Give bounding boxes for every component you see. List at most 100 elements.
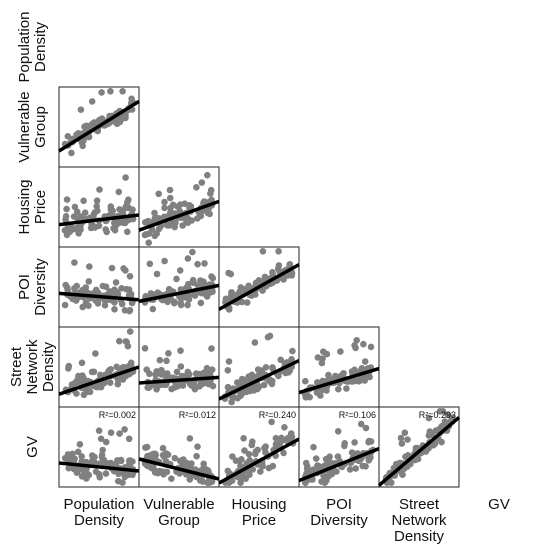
data-point [365,457,373,464]
data-point [184,255,192,262]
data-point [155,225,163,233]
data-point [257,468,264,475]
row-label-line: POI [16,274,33,300]
data-point [312,455,320,462]
data-point [144,462,152,470]
data-point [167,204,174,212]
data-point [367,438,375,445]
data-point [196,477,204,484]
data-point [169,220,176,227]
data-point [225,269,232,277]
data-point [348,449,356,456]
data-point [77,226,84,233]
data-point [287,430,295,437]
row-label-line: Population [16,12,33,83]
regression-line [58,365,140,396]
data-point [102,438,110,446]
data-point [62,213,70,220]
data-point [206,210,213,218]
row-label-house: HousingPrice [16,179,49,234]
data-point [404,436,411,443]
panel-frame [378,406,460,488]
r2-label: R²=0.012 [179,410,216,420]
regression-line [298,446,380,483]
column-label-line: Diversity [310,512,368,529]
r2-label: R²=0.240 [259,410,296,420]
data-point [98,89,105,96]
column-label-gv: GV [488,496,510,513]
data-point [96,474,103,481]
data-point [361,358,369,365]
data-point [191,385,199,393]
row-label-vuln: VulnerableGroup [16,91,49,162]
data-point [95,222,103,230]
data-point [346,466,354,473]
data-point [171,454,179,462]
data-point [259,463,266,470]
data-point [165,350,172,357]
column-label-popden: Population Density [64,496,135,529]
data-point [204,479,211,487]
data-point [289,347,296,355]
data-point [207,190,214,197]
data-point [351,366,358,374]
data-point [343,385,350,392]
data-point [254,366,262,373]
data-point [272,443,280,450]
data-point [97,435,105,443]
data-point [95,427,103,435]
data-point [204,171,211,179]
data-point [88,98,96,105]
column-label-vuln: Vulnerable Group [143,496,214,529]
data-point [176,267,184,274]
data-point [69,450,76,458]
data-point [269,462,277,470]
data-point [68,149,75,157]
data-point [194,215,201,222]
data-point [142,444,149,451]
data-point [209,382,217,390]
regression-line [138,457,220,481]
data-point [95,289,102,297]
data-point [160,213,168,221]
data-point [155,190,162,198]
data-point [246,471,253,479]
data-point [280,449,287,457]
data-point [153,386,160,393]
column-label-line: Density [74,512,125,529]
data-point [126,462,134,469]
data-point [81,286,89,293]
data-point [119,209,126,216]
regression-line [58,99,140,153]
data-point [242,388,249,396]
data-point [168,475,175,483]
data-point [302,459,310,467]
data-point [397,434,405,442]
data-point [164,370,171,377]
column-label-poi: POI Diversity [310,496,368,529]
data-point [143,366,150,374]
data-point [108,264,116,272]
row-label-line: Price [32,190,49,224]
data-point [314,379,321,386]
data-point [184,301,191,309]
data-point [197,277,204,284]
data-point [101,302,109,309]
data-point [209,274,217,282]
data-point [122,174,129,181]
data-point [72,379,80,387]
data-point [253,381,261,389]
data-point [93,202,100,210]
data-point [126,306,134,314]
data-point [425,414,433,422]
data-point [179,222,186,229]
data-point [71,259,78,266]
data-point [119,88,126,95]
data-point [236,457,243,465]
data-point [106,379,114,387]
data-point [74,448,82,456]
data-point [113,363,120,371]
row-label-line: Street [8,346,25,387]
regression-line [218,437,300,485]
data-point [81,123,88,130]
